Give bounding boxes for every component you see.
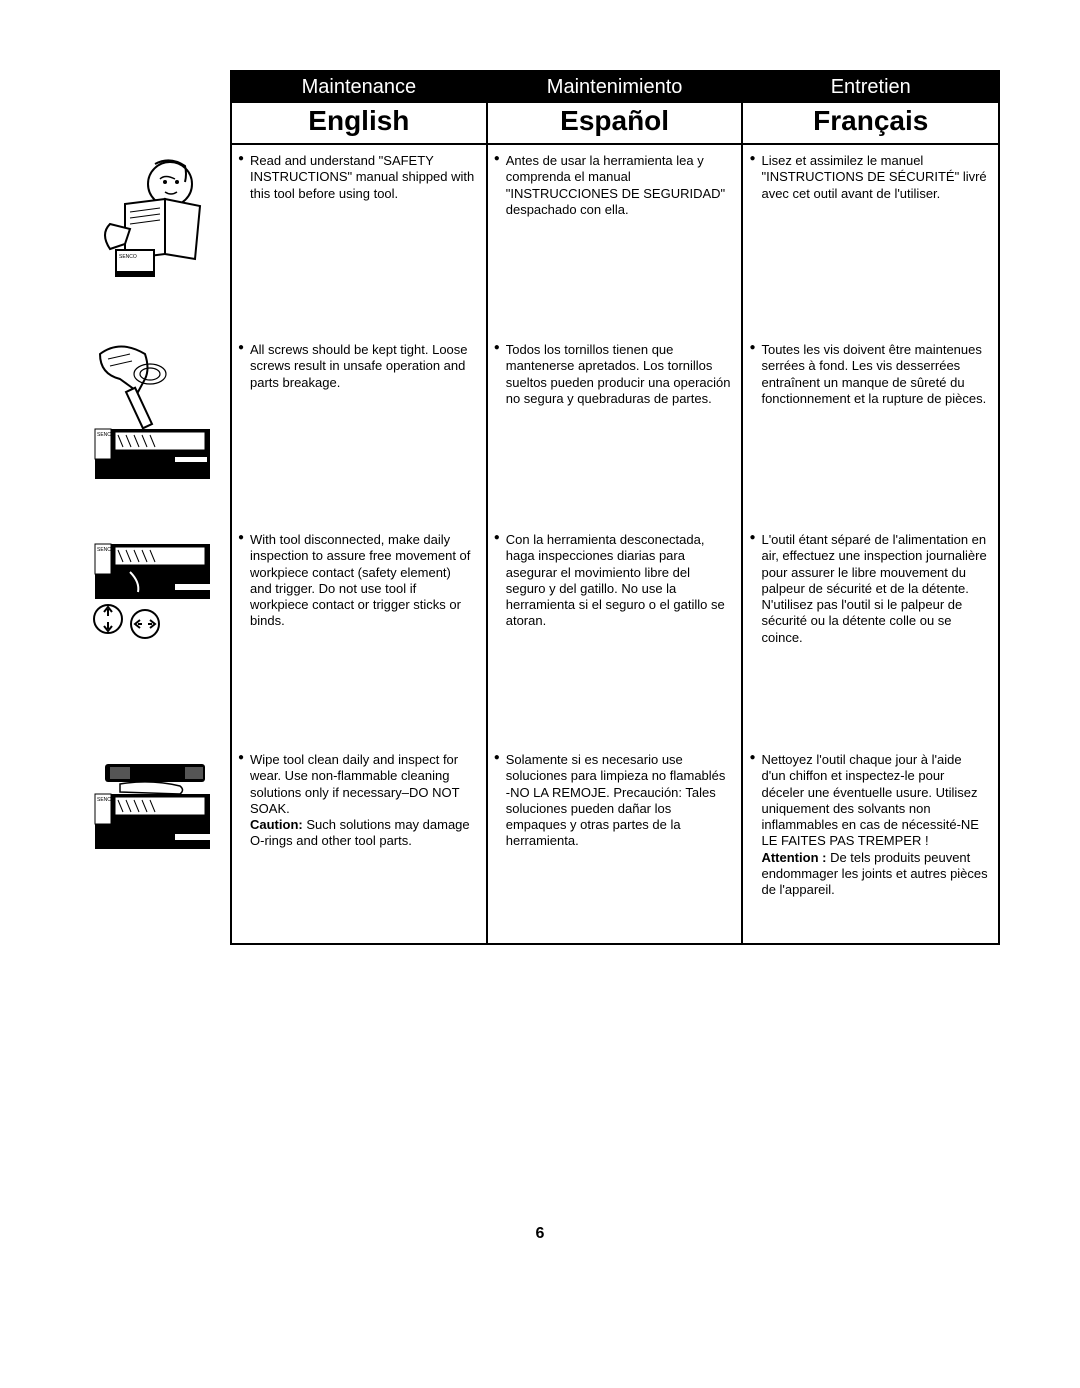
row-2: All screws should be kept tight. Loose s…: [231, 334, 999, 524]
row1-fr: Lisez et assimilez le manuel "INSTRUCTIO…: [742, 144, 999, 334]
row-3: With tool disconnected, make daily inspe…: [231, 524, 999, 744]
row-1: Read and understand "SAFETY INSTRUCTIONS…: [231, 144, 999, 334]
svg-text:SENCO: SENCO: [97, 797, 115, 803]
lang-english: English: [231, 103, 487, 144]
row4-fr-prefix: Nettoyez l'outil chaque jour à l'aide d'…: [761, 752, 979, 848]
row4-fr-attention-label: Attention :: [761, 850, 826, 865]
language-row: English Español Français: [231, 103, 999, 144]
svg-text:SENCO: SENCO: [97, 432, 115, 438]
header-maintenance: Maintenance: [231, 71, 487, 103]
row3-en: With tool disconnected, make daily inspe…: [231, 524, 487, 744]
section-header-row: Maintenance Maintenimiento Entretien: [231, 71, 999, 103]
content-area: SENCO SENCO: [80, 70, 1000, 945]
lang-francais: Français: [742, 103, 999, 144]
icon-column: SENCO SENCO: [80, 70, 230, 945]
lang-espanol: Español: [487, 103, 743, 144]
row4-en-caution-label: Caution:: [250, 817, 303, 832]
reading-manual-icon: SENCO: [80, 144, 230, 334]
table-column: Maintenance Maintenimiento Entretien Eng…: [230, 70, 1000, 945]
row2-es: Todos los tornillos tienen que manteners…: [487, 334, 743, 524]
row2-fr: Toutes les vis doivent être maintenues s…: [742, 334, 999, 524]
tightening-screws-icon: SENCO: [80, 334, 230, 524]
row2-en: All screws should be kept tight. Loose s…: [231, 334, 487, 524]
page-number: 6: [80, 1225, 1000, 1243]
row-4: Wipe tool clean daily and inspect for we…: [231, 744, 999, 944]
row1-es: Antes de usar la herramienta lea y compr…: [487, 144, 743, 334]
wipe-tool-icon: SENCO: [80, 744, 230, 944]
row4-es: Solamente si es necesario use soluciones…: [487, 744, 743, 944]
header-entretien: Entretien: [742, 71, 999, 103]
row4-fr: Nettoyez l'outil chaque jour à l'aide d'…: [742, 744, 999, 944]
row4-en-prefix: Wipe tool clean daily and inspect for we…: [250, 752, 459, 816]
svg-text:SENCO: SENCO: [97, 547, 115, 553]
row3-fr: L'outil étant séparé de l'alimentation e…: [742, 524, 999, 744]
maintenance-table: Maintenance Maintenimiento Entretien Eng…: [230, 70, 1000, 945]
inspect-trigger-icon: SENCO: [80, 524, 230, 744]
manual-page: SENCO SENCO: [0, 0, 1080, 1283]
row1-en: Read and understand "SAFETY INSTRUCTIONS…: [231, 144, 487, 334]
header-maintenimiento: Maintenimiento: [487, 71, 743, 103]
svg-text:SENCO: SENCO: [119, 254, 137, 260]
row3-es: Con la herramienta desconectada, haga in…: [487, 524, 743, 744]
row4-en: Wipe tool clean daily and inspect for we…: [231, 744, 487, 944]
